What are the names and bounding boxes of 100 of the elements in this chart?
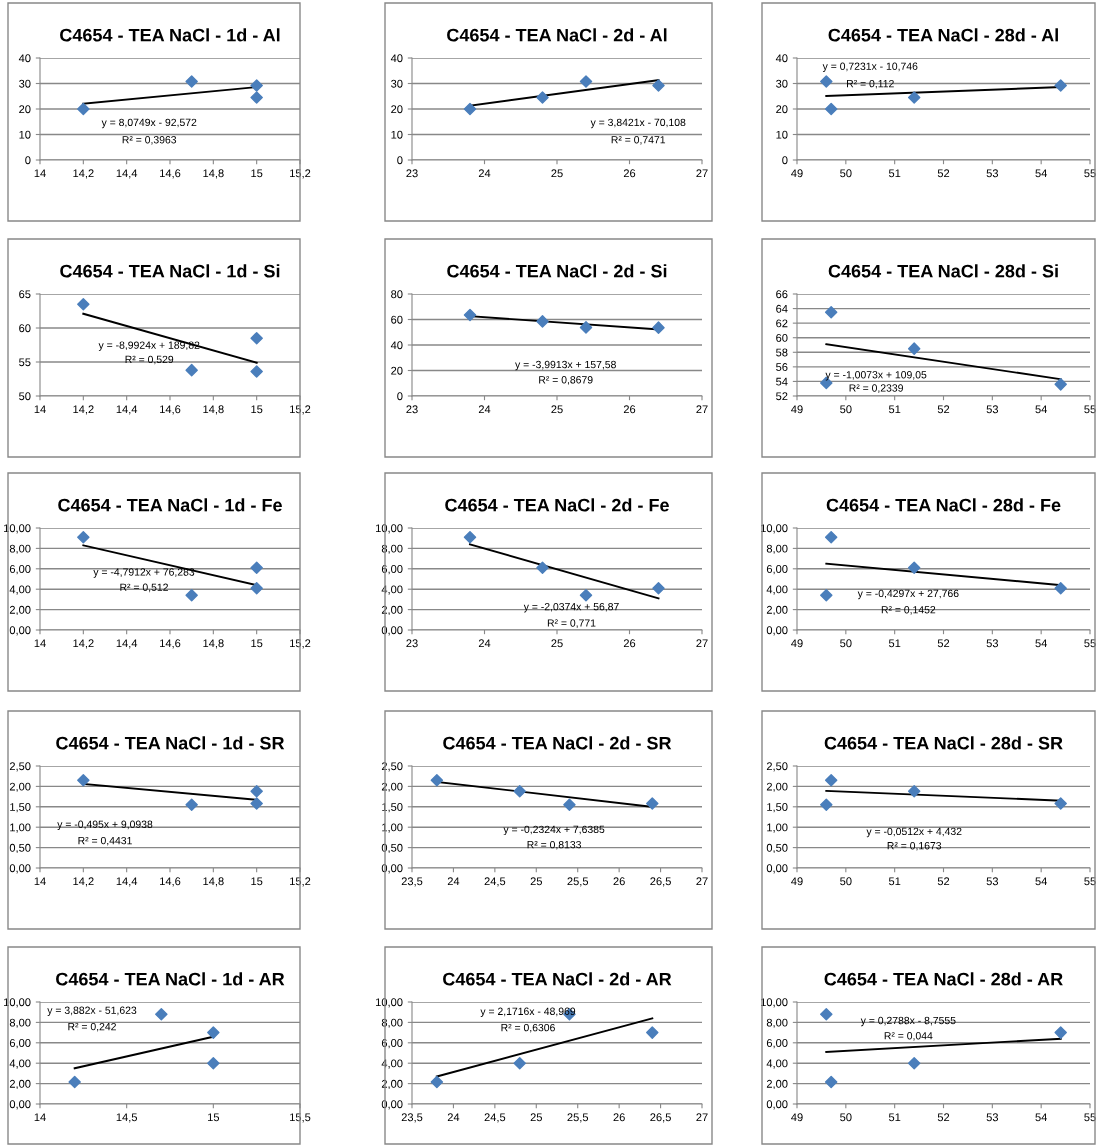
- point: [463, 102, 477, 116]
- x-tick-label: 50: [840, 1113, 852, 1122]
- x-tick-label: 14,5: [116, 1113, 138, 1123]
- x-tick-label: 25,5: [567, 1113, 589, 1123]
- point: [652, 79, 665, 92]
- point: [907, 342, 921, 355]
- point: [820, 1007, 833, 1021]
- annotation: y = 8,0749x - 92,572: [101, 118, 197, 129]
- y-tick-label: 0: [25, 156, 31, 165]
- y-tick-label: 2,00: [9, 1079, 31, 1090]
- point: [250, 79, 263, 92]
- x-tick-label: 14,6: [160, 405, 181, 415]
- annotation: R² = 0,8133: [527, 840, 582, 850]
- y-tick-label: 2,50: [766, 762, 788, 772]
- point: [207, 1056, 220, 1070]
- annotation: R² = 0,044: [884, 1032, 933, 1041]
- x-tick-label: 14,6: [160, 877, 181, 887]
- x-tick-label: 25: [551, 639, 563, 648]
- y-tick-label: 10,00: [761, 998, 788, 1008]
- y-tick-label: 40: [390, 341, 403, 350]
- point: [907, 1056, 921, 1070]
- point: [185, 75, 198, 88]
- x-tick-label: 54: [1035, 169, 1048, 178]
- point: [430, 1075, 444, 1089]
- y-tick-label: 0: [782, 156, 788, 165]
- point: [250, 331, 263, 345]
- x-tick-label: 53: [986, 877, 999, 886]
- y-tick-label: 8,00: [9, 544, 31, 554]
- point: [824, 1075, 838, 1089]
- y-tick-label: 2,00: [9, 605, 31, 616]
- x-tick-label: 53: [986, 169, 999, 178]
- y-tick-label: 8,00: [381, 544, 403, 554]
- annotation: R² = 0,112: [847, 79, 894, 89]
- y-tick-label: 40: [18, 54, 31, 63]
- y-tick-label: 8,00: [766, 544, 788, 554]
- annotation: y = -3,9913x + 157,58: [515, 360, 616, 371]
- y-tick-label: 4,00: [381, 1059, 403, 1069]
- x-tick-label: 53: [986, 405, 999, 414]
- y-tick-label: 2,00: [381, 782, 403, 792]
- y-tick-label: 6,00: [381, 565, 403, 575]
- x-tick-label: 14,8: [203, 169, 224, 179]
- x-tick-label: 14,4: [116, 169, 138, 179]
- x-tick-label: 24: [447, 877, 460, 886]
- x-tick-label: 15: [251, 405, 263, 414]
- x-tick-label: 49: [791, 1113, 803, 1122]
- point: [579, 589, 593, 602]
- y-tick-label: 66: [776, 290, 788, 299]
- chart-title: C4654 - TEA NaCl - 1d - AR: [56, 972, 285, 986]
- x-tick-label: 14,4: [116, 639, 138, 649]
- x-tick-label: 27: [696, 1113, 708, 1122]
- y-tick-label: 10,00: [376, 998, 403, 1008]
- y-tick-label: 30: [391, 79, 403, 88]
- x-tick-label: 24,5: [484, 1113, 506, 1123]
- y-tick-label: 2,00: [381, 1079, 403, 1090]
- x-tick-label: 14,2: [73, 639, 94, 649]
- x-tick-label: 15,5: [290, 1113, 311, 1123]
- y-tick-label: 6,00: [9, 565, 31, 575]
- point: [907, 91, 921, 104]
- chart-title: C4654 - TEA NaCl - 28d - SR: [824, 736, 1063, 750]
- x-tick-label: 25,5: [567, 877, 589, 887]
- y-tick-label: 10,00: [4, 524, 31, 534]
- y-tick-label: 10,00: [4, 998, 31, 1008]
- chart-title: C4654 - TEA NaCl - 1d - Al: [60, 28, 280, 42]
- y-tick-label: 60: [391, 315, 403, 324]
- point: [185, 798, 198, 812]
- x-tick-label: 14,6: [160, 639, 181, 649]
- x-tick-label: 27: [696, 639, 708, 648]
- y-tick-label: 0,00: [381, 864, 403, 874]
- chart-title: C4654 - TEA NaCl - 1d - SR: [56, 736, 285, 750]
- annotation: y = -4,7912x + 76,283: [93, 568, 195, 578]
- y-tick-label: 2,50: [9, 762, 31, 772]
- y-tick-label: 8,00: [9, 1018, 31, 1028]
- annotation: y = 3,882x - 51,623: [47, 1006, 137, 1017]
- annotation: R² = 0,1452: [881, 606, 936, 615]
- x-tick-label: 25: [530, 877, 542, 886]
- x-tick-label: 24: [447, 1113, 460, 1122]
- x-tick-label: 14: [34, 169, 46, 178]
- x-tick-label: 23: [406, 405, 418, 414]
- x-tick-label: 14,8: [203, 877, 224, 887]
- point: [907, 785, 921, 798]
- y-tick-label: 10: [391, 130, 403, 139]
- y-tick-label: 65: [19, 290, 31, 299]
- y-tick-label: 20: [776, 105, 788, 114]
- x-tick-label: 55: [1084, 639, 1096, 648]
- chart-title: C4654 - TEA NaCl - 2d - Al: [447, 28, 667, 42]
- x-tick-label: 14: [34, 1113, 46, 1122]
- y-tick-label: 0: [397, 392, 403, 401]
- point: [513, 785, 526, 798]
- x-tick-label: 15,2: [290, 877, 311, 887]
- x-tick-label: 27: [696, 405, 708, 414]
- x-tick-label: 25: [530, 1113, 542, 1122]
- y-tick-label: 4,00: [766, 1059, 788, 1069]
- x-tick-label: 49: [791, 877, 803, 886]
- y-tick-label: 20: [19, 105, 31, 114]
- x-tick-label: 15: [208, 1113, 220, 1122]
- y-tick-label: 6,00: [766, 565, 788, 575]
- point: [155, 1007, 168, 1021]
- chart-title: C4654 - TEA NaCl - 28d - Al: [828, 28, 1058, 42]
- x-tick-label: 51: [888, 405, 901, 414]
- y-tick-label: 2,00: [9, 782, 31, 792]
